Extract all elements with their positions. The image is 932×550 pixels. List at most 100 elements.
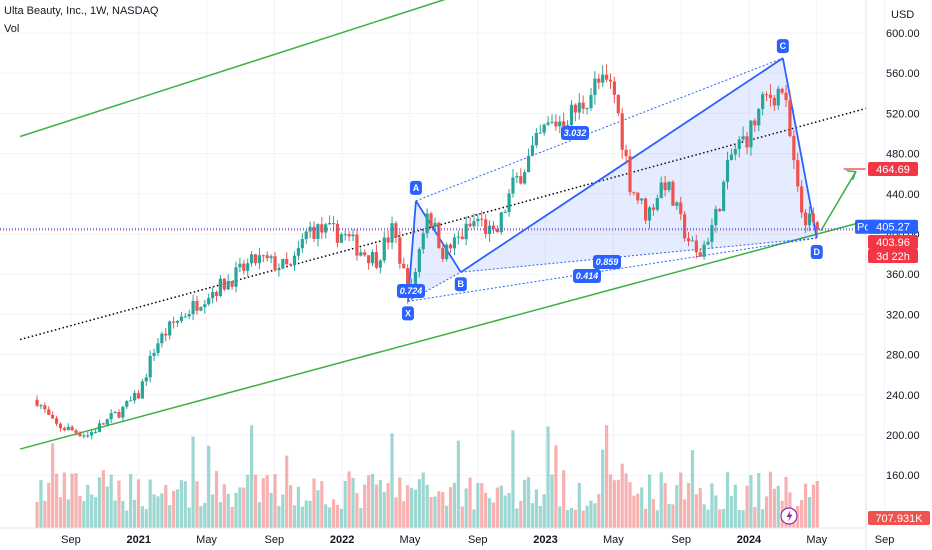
volume-bar	[238, 487, 242, 528]
candle-body	[210, 292, 215, 299]
volume-bar	[565, 510, 570, 528]
candle-body	[585, 108, 589, 110]
candle-body	[456, 236, 460, 238]
candle-body	[207, 298, 211, 305]
projection-arrow	[820, 171, 857, 232]
candle-body	[620, 113, 624, 150]
pattern-point-x-text: X	[405, 308, 411, 318]
candle-body	[285, 258, 289, 265]
volume-bar	[113, 500, 117, 528]
volume-bar	[386, 483, 390, 528]
post-price-tag-box	[868, 219, 918, 234]
y-tick-label: 360.00	[886, 269, 920, 281]
candle-body	[265, 255, 269, 259]
volume-bar	[554, 445, 558, 528]
lightning-icon[interactable]	[780, 507, 798, 525]
candle-body	[406, 268, 410, 299]
pattern-ratio-line	[415, 57, 784, 202]
volume-bar	[452, 482, 457, 528]
volume-bar	[429, 497, 433, 528]
volume-bar	[58, 497, 63, 528]
candle-body	[335, 223, 340, 243]
candle-body	[702, 244, 706, 257]
volume-bar	[304, 500, 308, 528]
volume-bar	[608, 474, 613, 528]
volume-bar	[125, 510, 129, 528]
volume-bar	[718, 509, 722, 528]
candle-body	[659, 182, 663, 199]
candle-body	[624, 149, 628, 157]
candle-body	[35, 399, 39, 406]
pattern-point-c-box	[776, 39, 789, 54]
trend-channel	[19, 0, 866, 450]
pattern-point-a: A	[409, 180, 422, 195]
volume-bar	[343, 481, 347, 528]
candle-body	[803, 212, 808, 226]
candle-body	[308, 226, 312, 232]
candle-body	[140, 381, 144, 399]
volume-bar	[140, 506, 144, 528]
candle-body	[331, 223, 336, 225]
volume-bar	[764, 496, 769, 528]
candle-body	[523, 172, 527, 184]
candle-body	[179, 316, 183, 321]
volume-bar	[148, 479, 152, 528]
y-tick-label: 480.00	[886, 149, 920, 161]
volume-bar	[300, 506, 304, 528]
currency-label[interactable]: USD	[891, 9, 914, 21]
volume-bar	[109, 474, 113, 528]
chart-grid	[0, 0, 886, 528]
post-price-tag: 405.27	[868, 219, 918, 234]
volume-bar	[226, 493, 230, 528]
volume-bar	[675, 485, 679, 528]
channel-upper-line	[19, 0, 446, 138]
candle-body	[250, 254, 254, 264]
volume-bar	[741, 510, 745, 528]
ratio-label-box	[397, 284, 425, 298]
volume-bar	[807, 497, 812, 528]
candle-body	[460, 236, 464, 240]
candle-body	[577, 102, 581, 113]
candle-body	[640, 198, 644, 201]
candle-body	[398, 237, 402, 264]
volume-bar	[370, 473, 375, 528]
candle-body	[725, 159, 730, 182]
candle-body	[452, 237, 457, 249]
x-tick-label: May	[603, 534, 624, 546]
volume-bar	[234, 492, 238, 528]
volume-bar	[281, 494, 285, 528]
volume-bar	[616, 479, 620, 528]
volume-bar	[265, 475, 269, 528]
volume-bar	[702, 504, 706, 528]
volume-bar	[605, 425, 609, 528]
volume-bar	[683, 499, 687, 528]
candle-body	[788, 100, 792, 137]
candle-body	[499, 212, 503, 233]
volume-bar	[93, 497, 98, 528]
candle-body	[722, 181, 726, 212]
candle-body	[745, 136, 749, 148]
candle-body	[526, 155, 531, 173]
candle-body	[328, 223, 332, 225]
candle-body	[226, 281, 230, 290]
indicator-label: Vol	[4, 23, 19, 35]
volume-bar	[694, 494, 698, 528]
candle-body	[749, 120, 753, 148]
volume-bar	[86, 484, 90, 528]
volume-bar	[320, 481, 324, 528]
candle-body	[448, 244, 453, 249]
candle-body	[136, 392, 141, 399]
candle-body	[515, 176, 519, 178]
volume-bar	[261, 478, 265, 528]
candle-body	[300, 239, 304, 249]
ratio-label-text: 0.724	[400, 286, 423, 296]
candle-body	[694, 240, 698, 253]
candle-body	[218, 278, 222, 297]
volume-value-tag: 707.931K	[868, 511, 930, 525]
candle-body	[195, 300, 199, 311]
volume-bar	[784, 476, 788, 528]
candle-body	[507, 193, 511, 212]
candle-body	[129, 400, 133, 402]
